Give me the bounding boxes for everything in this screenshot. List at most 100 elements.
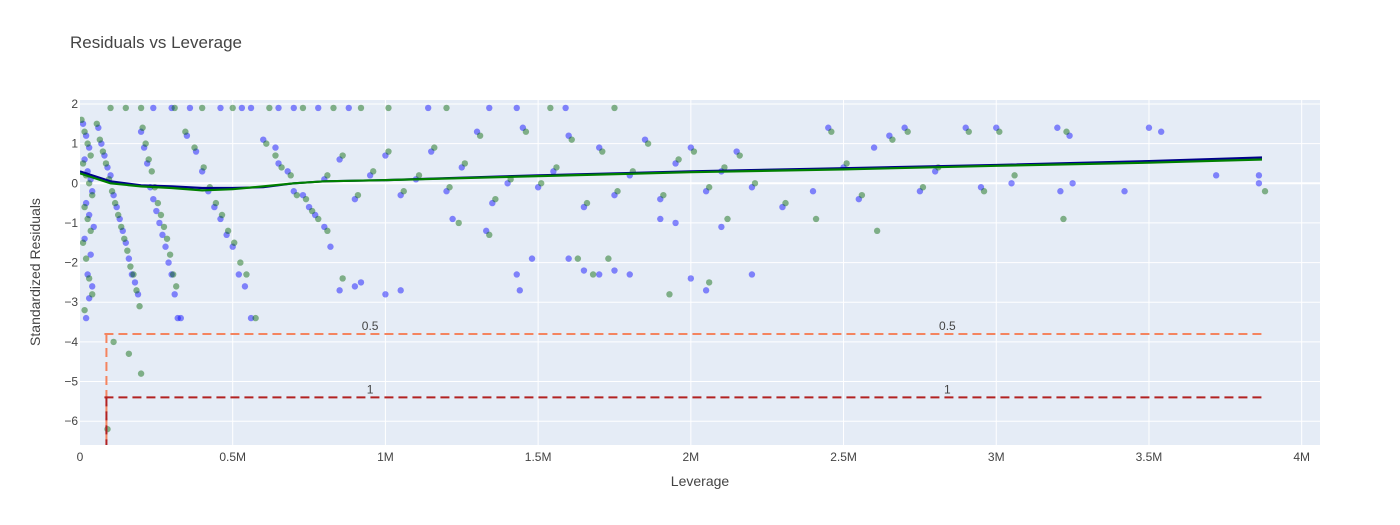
data-point: [85, 295, 93, 302]
data-point: [580, 203, 588, 211]
data-point: [121, 235, 128, 242]
data-point: [996, 128, 1003, 135]
data-point: [198, 168, 206, 175]
data-point: [919, 184, 927, 191]
data-point: [324, 227, 331, 235]
data-point: [186, 104, 194, 112]
data-point: [116, 215, 123, 223]
data-point: [537, 180, 545, 187]
data-point: [486, 104, 493, 112]
data-point: [977, 184, 985, 191]
data-point: [687, 275, 695, 282]
y-tick-label: 2: [71, 97, 78, 111]
data-point: [461, 160, 469, 167]
data-point: [247, 314, 255, 322]
data-point: [284, 168, 291, 175]
data-point: [107, 104, 114, 112]
data-point: [140, 144, 148, 151]
data-point: [89, 291, 96, 298]
data-point: [690, 148, 698, 155]
data-point: [513, 104, 520, 112]
data-point: [443, 104, 450, 112]
data-point: [165, 259, 172, 266]
data-point: [174, 314, 181, 322]
data-point: [736, 152, 743, 159]
data-point: [87, 227, 94, 235]
data-point: [95, 124, 102, 131]
data-point: [916, 188, 924, 195]
data-point: [345, 104, 352, 112]
scatter-points: [80, 104, 1269, 433]
data-point: [458, 164, 465, 171]
x-tick-label: 3.5M: [1136, 450, 1163, 464]
data-point: [163, 235, 171, 242]
data-point: [672, 219, 679, 227]
data-point: [122, 239, 130, 246]
data-point: [504, 180, 511, 187]
data-point: [315, 215, 322, 223]
data-point: [385, 148, 392, 155]
data-point: [166, 251, 174, 258]
data-point: [605, 255, 612, 262]
data-point: [614, 188, 621, 195]
y-axis-ticks: 2 1 0 −1 −2 −3 −4 −5 −6: [64, 97, 78, 428]
data-point: [192, 148, 200, 155]
data-point: [660, 191, 667, 199]
data-point: [107, 172, 114, 179]
data-point: [1121, 188, 1128, 195]
data-point: [574, 255, 582, 262]
data-point: [143, 160, 151, 167]
data-point: [1261, 188, 1269, 195]
data-point: [855, 195, 863, 203]
data-point: [486, 231, 493, 239]
data-point: [336, 287, 343, 294]
data-point: [108, 188, 116, 195]
data-point: [351, 283, 359, 290]
data-point: [275, 104, 282, 112]
data-point: [238, 104, 246, 112]
data-point: [150, 195, 157, 203]
data-point: [583, 199, 591, 207]
x-tick-label: 0.5M: [219, 450, 246, 464]
data-point: [611, 104, 618, 112]
data-point: [82, 314, 90, 322]
data-point: [118, 223, 125, 231]
data-point: [110, 338, 117, 346]
data-point: [156, 219, 163, 227]
data-point: [171, 104, 178, 112]
data-point: [229, 104, 236, 112]
data-point: [275, 160, 282, 167]
data-point: [553, 164, 560, 171]
data-point: [101, 152, 108, 159]
data-point: [809, 188, 817, 195]
data-point: [550, 168, 557, 175]
data-point: [965, 128, 972, 135]
data-point: [415, 172, 423, 179]
x-tick-label: 2.5M: [830, 450, 857, 464]
data-point: [382, 152, 389, 159]
data-point: [84, 215, 91, 223]
data-point: [302, 195, 310, 203]
data-point: [528, 255, 536, 262]
data-point: [229, 243, 236, 250]
data-point: [611, 191, 618, 199]
y-tick-label: −4: [64, 335, 78, 349]
data-point: [931, 168, 939, 175]
data-point: [400, 188, 407, 195]
data-point: [962, 124, 969, 131]
data-point: [154, 199, 162, 207]
data-point: [748, 271, 756, 278]
fit-line: [80, 158, 1263, 192]
data-point: [596, 271, 603, 278]
data-point: [1011, 172, 1018, 179]
data-point: [177, 314, 184, 322]
data-point: [644, 140, 652, 147]
cooks-distance-label: 0.5: [362, 319, 379, 333]
data-point: [1063, 128, 1070, 135]
data-point: [657, 215, 664, 223]
data-point: [886, 132, 893, 139]
data-point: [148, 168, 155, 175]
data-point: [562, 104, 569, 112]
data-point: [315, 104, 322, 112]
